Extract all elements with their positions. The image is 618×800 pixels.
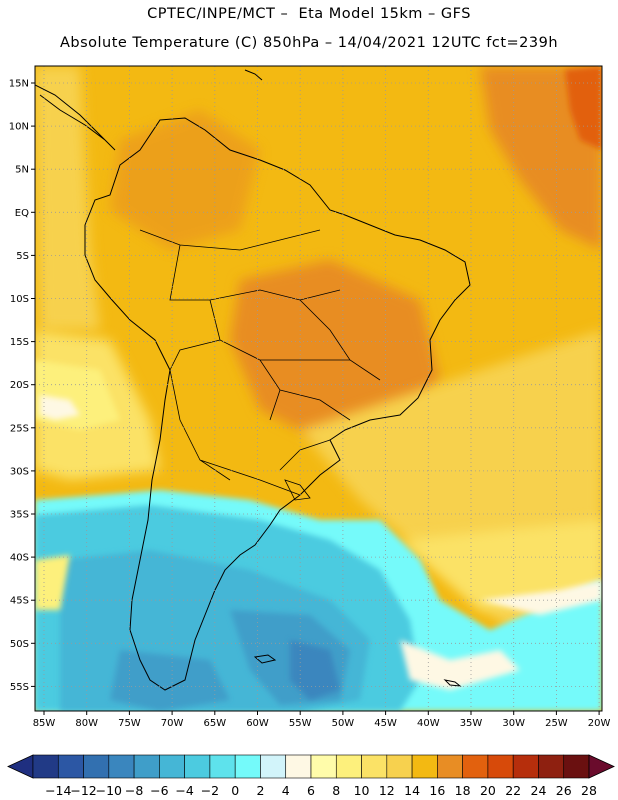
colorbar-label: 18: [455, 783, 471, 798]
lat-label: 40S: [10, 553, 29, 564]
lon-label: 35W: [460, 718, 483, 729]
lat-label: 45S: [10, 596, 29, 607]
colorbar-swatch: [361, 754, 388, 779]
colorbar-label: 20: [480, 783, 496, 798]
colorbar-label: 24: [531, 783, 547, 798]
lat-label: 55S: [10, 682, 29, 693]
colorbar-label: 4: [282, 783, 290, 798]
colorbar-swatch: [386, 754, 413, 779]
map-frame: [34, 65, 603, 712]
colorbar-swatch: [437, 754, 463, 779]
lon-label: 20W: [588, 718, 611, 729]
colorbar-label: −2: [201, 783, 219, 798]
south-georgia-outline: [443, 679, 462, 687]
colorbar-label: 0: [231, 783, 239, 798]
title-line-2: Absolute Temperature (C) 850hPa – 14/04/…: [59, 35, 559, 51]
south-america-coast: [84, 117, 471, 691]
title-line-1: CPTEC/INPE/MCT – Eta Model 15km – GFS: [147, 6, 471, 22]
colorbar-swatch: [462, 754, 489, 779]
colorbar-swatch: [512, 754, 539, 779]
lon-label: 30W: [502, 718, 525, 729]
colorbar-label: −10: [96, 783, 122, 798]
colorbar-label: 10: [354, 783, 370, 798]
colorbar-label: 26: [556, 783, 572, 798]
central-america-coast: [35, 84, 116, 151]
lat-label: 5S: [16, 251, 29, 262]
colorbar-swatch: [487, 754, 514, 779]
lat-label: 5N: [15, 165, 29, 176]
lon-label: 40W: [417, 718, 440, 729]
colorbar-under-arrow: [7, 754, 34, 779]
colorbar-swatch: [285, 754, 312, 779]
lon-label: 70W: [161, 718, 184, 729]
lat-label: 30S: [10, 466, 29, 477]
colorbar-label: 6: [307, 783, 315, 798]
falklands-outline: [253, 654, 277, 664]
colorbar-swatch: [335, 754, 362, 779]
colorbar-swatch: [411, 754, 438, 779]
colorbar-label: 2: [256, 783, 264, 798]
colorbar-over-arrow: [588, 754, 615, 779]
colorbar-swatch: [234, 754, 261, 779]
lat-label: 20S: [10, 380, 29, 391]
lon-label: 50W: [332, 718, 355, 729]
colorbar-label: −4: [175, 783, 193, 798]
lon-label: 55W: [289, 718, 312, 729]
colorbar-label: 28: [581, 783, 597, 798]
colorbar-label: −14: [45, 783, 71, 798]
colorbar-swatch: [538, 754, 565, 779]
longitude-axis: 85W 80W 75W 70W 65W 60W 55W 50W 45W 40W 35W 30W 25W 2…: [33, 711, 611, 729]
colorbar-swatch: [563, 754, 590, 779]
lat-label: 25S: [10, 423, 29, 434]
lat-label: 15S: [10, 337, 29, 348]
lat-lon-grid: [35, 66, 602, 711]
lon-label: 80W: [75, 718, 98, 729]
colorbar-swatch: [159, 754, 185, 779]
colorbar-label: −12: [70, 783, 96, 798]
colorbar-label: 12: [379, 783, 395, 798]
lon-label: 45W: [374, 718, 397, 729]
colorbar-label: −8: [125, 783, 143, 798]
temperature-field: [35, 66, 602, 711]
latitude-axis: 15N 10N 5N EQ 5S 10S 15S 20S 25S 30S 35S 40S 45S 50S 5…: [9, 79, 35, 693]
colorbar-swatch: [83, 754, 110, 779]
lat-label: EQ: [15, 208, 29, 219]
lat-label: 10S: [10, 294, 29, 305]
colorbar-label: 14: [404, 783, 420, 798]
colorbar-swatch: [260, 754, 287, 779]
lat-label: 35S: [10, 510, 29, 521]
lon-label: 85W: [33, 718, 56, 729]
colorbar-swatch: [57, 754, 84, 779]
lon-label: 25W: [545, 718, 568, 729]
colorbar-label: 16: [429, 783, 445, 798]
lat-label: 15N: [9, 79, 29, 90]
colorbar-swatch: [184, 754, 211, 779]
colorbar-swatch: [209, 754, 236, 779]
colorbar: −14−12−10 −8 −6 −4 −2 0 2 4 6 8 10 12 14 16 18 20 22 24 26…: [7, 754, 615, 798]
caribbean-island: [244, 69, 263, 81]
lon-label: 75W: [118, 718, 141, 729]
lat-label: 50S: [10, 639, 29, 650]
lat-label: 10N: [9, 122, 29, 133]
colorbar-swatch: [133, 754, 160, 779]
colorbar-label: 22: [505, 783, 521, 798]
colorbar-label: −6: [150, 783, 168, 798]
colorbar-label: 8: [332, 783, 340, 798]
lon-label: 65W: [203, 718, 226, 729]
colorbar-swatch: [32, 754, 59, 779]
coastlines: [35, 69, 471, 691]
lon-label: 60W: [246, 718, 269, 729]
colorbar-swatch: [108, 754, 135, 779]
colorbar-swatch: [310, 754, 337, 779]
